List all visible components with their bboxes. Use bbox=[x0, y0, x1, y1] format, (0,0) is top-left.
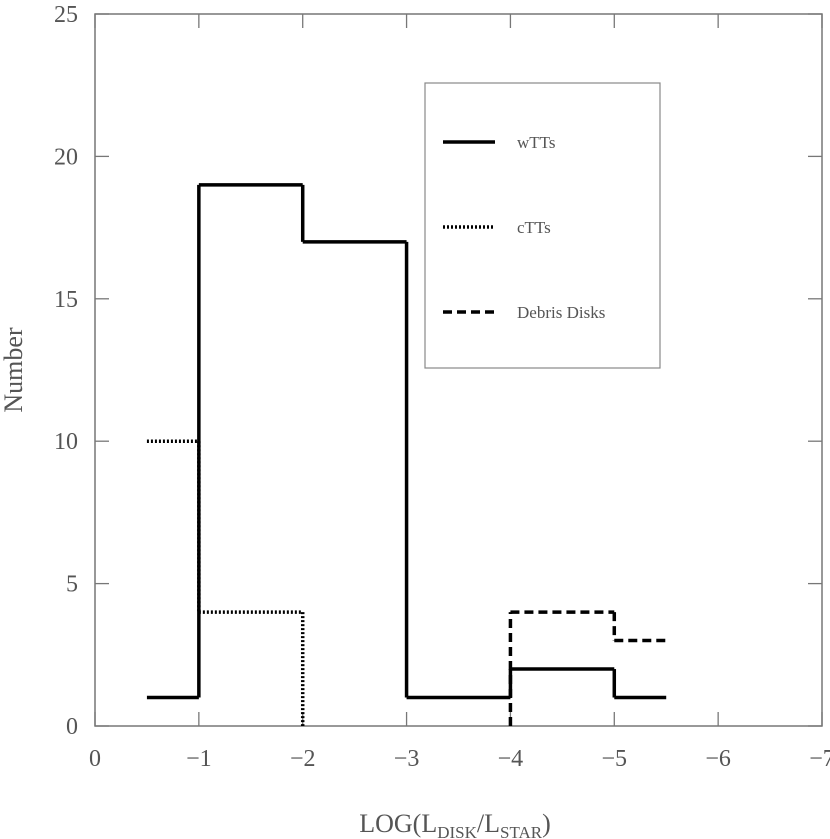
x-tick-label: −7 bbox=[809, 746, 830, 772]
x-tick-label: −4 bbox=[498, 746, 524, 772]
plot-frame bbox=[94, 13, 823, 727]
x-tick-label: 0 bbox=[89, 746, 101, 772]
y-tick-label: 20 bbox=[54, 144, 78, 170]
x-tick-label: −2 bbox=[290, 746, 316, 772]
x-tick-label: −1 bbox=[186, 746, 212, 772]
y-tick-label: 5 bbox=[66, 572, 78, 598]
x-tick-label: −5 bbox=[602, 746, 628, 772]
y-tick-label: 0 bbox=[66, 714, 78, 740]
x-label-part: /L bbox=[477, 809, 500, 838]
legend-label: wTTs bbox=[517, 133, 555, 152]
x-tick-label: −6 bbox=[705, 746, 731, 772]
y-tick-label: 10 bbox=[54, 429, 78, 455]
legend-label: Debris Disks bbox=[517, 303, 605, 322]
x-label-part: ) bbox=[542, 809, 551, 838]
x-axis-label: LOG(LDISK/LSTAR) bbox=[359, 809, 551, 839]
legend-box bbox=[424, 82, 661, 369]
x-label-sub: STAR bbox=[500, 823, 543, 839]
legend-label: cTTs bbox=[517, 218, 551, 237]
y-tick-label: 25 bbox=[54, 2, 78, 28]
x-tick-label: −3 bbox=[394, 746, 420, 772]
x-label-sub: DISK bbox=[437, 823, 477, 839]
y-axis-label: Number bbox=[0, 327, 28, 413]
x-label-part: LOG(L bbox=[359, 809, 437, 838]
y-tick-label: 15 bbox=[54, 287, 78, 313]
